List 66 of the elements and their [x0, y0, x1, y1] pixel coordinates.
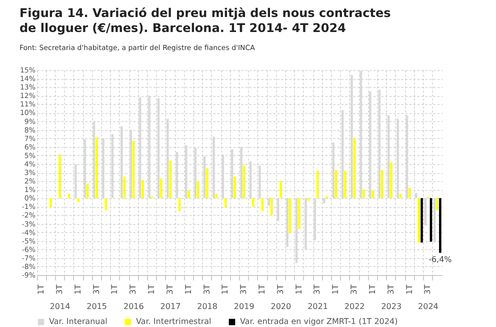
- legend-label: Var. Interanual: [49, 317, 108, 326]
- bar: [142, 180, 144, 198]
- bar: [96, 137, 98, 198]
- x-tick-label: 1T: [73, 284, 82, 294]
- bar: [316, 170, 319, 198]
- data-label: -6,4%: [428, 254, 452, 264]
- bar: [436, 198, 439, 210]
- bar: [86, 184, 89, 198]
- bar: [68, 194, 70, 198]
- x-tick-label: 3T: [202, 284, 212, 294]
- text: 2021: [308, 302, 328, 311]
- x-tick-label: 1T: [36, 284, 46, 294]
- bar: [252, 198, 254, 207]
- bar: [50, 198, 52, 208]
- legend-label: Var. Intertrimestral: [136, 317, 212, 326]
- text: 2024: [418, 302, 438, 311]
- bar: [160, 178, 162, 198]
- bar: [439, 198, 442, 253]
- bar: [178, 198, 181, 211]
- bar: [381, 170, 384, 198]
- text: 2018: [197, 302, 218, 311]
- text: 2017: [160, 302, 181, 311]
- x-tick-label: 1T: [147, 284, 156, 294]
- x-tick-label: 1T: [331, 284, 340, 294]
- text: 2015: [86, 302, 108, 311]
- text: 2020: [270, 302, 292, 311]
- bar: [206, 168, 208, 198]
- text: 2014: [50, 302, 70, 311]
- x-tick-label: 1T: [404, 284, 414, 294]
- x-tick-label: 3T: [165, 284, 174, 294]
- bar: [362, 190, 365, 198]
- x-tick-label: 1T: [294, 284, 304, 294]
- bar: [298, 198, 300, 229]
- bar: [408, 188, 411, 198]
- bar: [270, 198, 273, 216]
- x-tick-label: 1T: [110, 284, 120, 294]
- bar: [77, 198, 80, 202]
- text: 2016: [123, 302, 144, 311]
- x-tick-label: 1T: [368, 284, 377, 294]
- bar: [234, 176, 236, 198]
- bar: [420, 198, 423, 243]
- bar: [132, 140, 135, 198]
- x-tick-label: 3T: [128, 284, 138, 294]
- bar: [288, 198, 292, 234]
- text: 2019: [234, 302, 254, 311]
- x-tick-label: 3T: [312, 284, 322, 294]
- bar: [344, 170, 347, 198]
- x-tick-label: 1T: [220, 284, 230, 294]
- x-tick-label: 3T: [423, 284, 432, 294]
- text: 2022: [344, 302, 365, 311]
- x-tick-label: 3T: [55, 284, 64, 294]
- x-tick-label: 3T: [239, 284, 248, 294]
- bar: [188, 190, 190, 198]
- bar: [334, 170, 338, 198]
- text: 2023: [381, 302, 402, 311]
- chart-title: Figura 14. Variació del preu mitjà dels nous contractes de lloguer (€/mes). Barcelona. 1T 2014- 4T 2024: [19, 6, 391, 35]
- x-tick-label: 3T: [92, 284, 101, 294]
- x-tick-label: 1T: [184, 284, 193, 294]
- x-tick-label: 3T: [276, 284, 285, 294]
- x-tick-label: 1T: [258, 284, 267, 294]
- x-tick-label: 3T: [350, 284, 359, 294]
- bar: [242, 166, 246, 198]
- bar: [224, 198, 227, 208]
- legend-label: Var. entrada en vigor ZMRT-1 (1T 2024): [240, 317, 398, 326]
- x-tick-label: 3T: [386, 284, 396, 294]
- bar: [390, 162, 393, 198]
